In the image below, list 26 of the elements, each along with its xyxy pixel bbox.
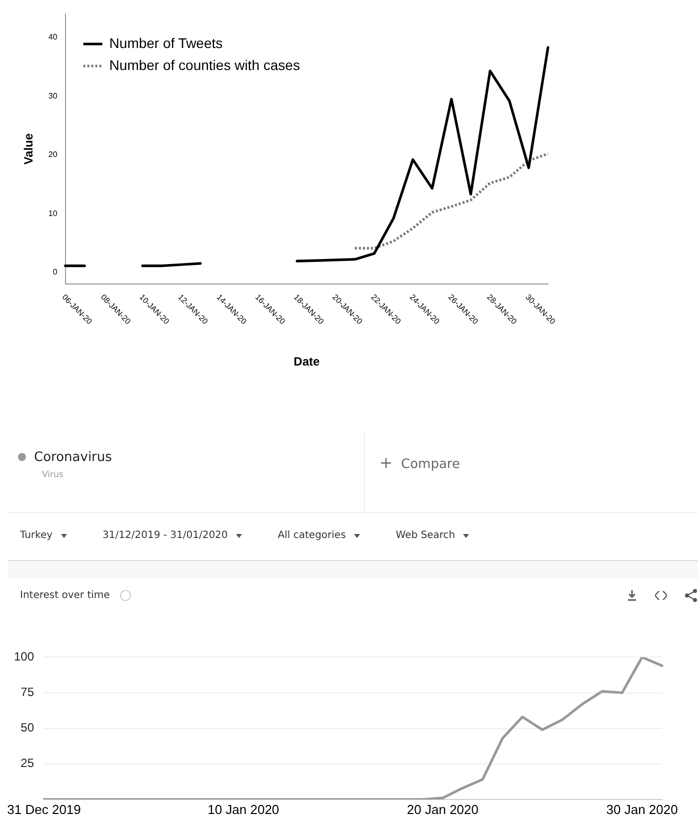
text: Web Search [396,530,456,541]
y-tick-label: 40 [48,32,58,42]
text: Turkey [20,530,53,541]
y-axis-title: Value [22,133,36,165]
y-tick-label: 100 [14,650,34,664]
legend-label: Coronavirus [34,450,112,465]
x-axis-title: Date [294,354,320,368]
text: All categories [278,530,346,541]
x-tick-label: 30 Jan 2020 [606,802,678,817]
y-tick-label: 0 [52,267,58,276]
y-tick-label: 50 [20,720,34,735]
legend-label: Number of Tweets [109,34,223,51]
line-series [354,152,550,250]
y-tick-label: 75 [20,685,34,700]
y-tick-label: 25 [20,756,34,770]
y-tick-label: 30 [48,91,58,100]
y-tick-label: 10 [48,208,58,218]
x-tick-label: 20 Jan 2020 [406,802,479,817]
y-tick-label: 20 [48,150,58,160]
x-tick-label: 10 Jan 2020 [208,802,280,817]
text: Virus [42,470,64,480]
text: 31/12/2019 - 31/01/2020 [102,530,228,541]
text: Compare [401,457,460,472]
chart-title: Interest over time [20,590,110,601]
x-tick-label: 31 Dec 2019 [7,802,81,817]
legend-label: Number of counties with cases [109,56,300,73]
